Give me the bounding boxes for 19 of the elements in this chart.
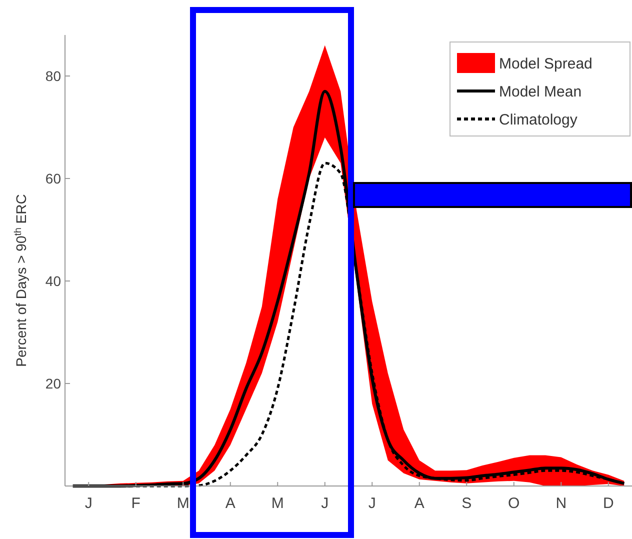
x-tick-label: D [602,495,614,512]
annotation: Model Spread [499,55,592,72]
x-tick-label: N [556,495,567,512]
y-tick-label: 40 [45,272,62,289]
x-tick-label: A [414,495,424,512]
x-tick-label: M [176,495,190,512]
x-tick-label: F [131,495,140,512]
x-tick-label: M [271,495,284,512]
y-tick-label: 80 [45,68,62,84]
y-tick-label: 60 [45,170,62,186]
x-tick-label: A [225,495,236,512]
x-tick-label: S [462,495,472,512]
legend-label: Model Mean [499,83,582,100]
y-tick-label: 20 [45,375,62,392]
legend-label: Climatology [499,111,578,128]
x-tick-label: J [321,495,329,512]
x-tick-label: J [368,495,376,512]
x-tick-label: O [508,495,520,512]
x-tick-label: J [84,495,92,512]
